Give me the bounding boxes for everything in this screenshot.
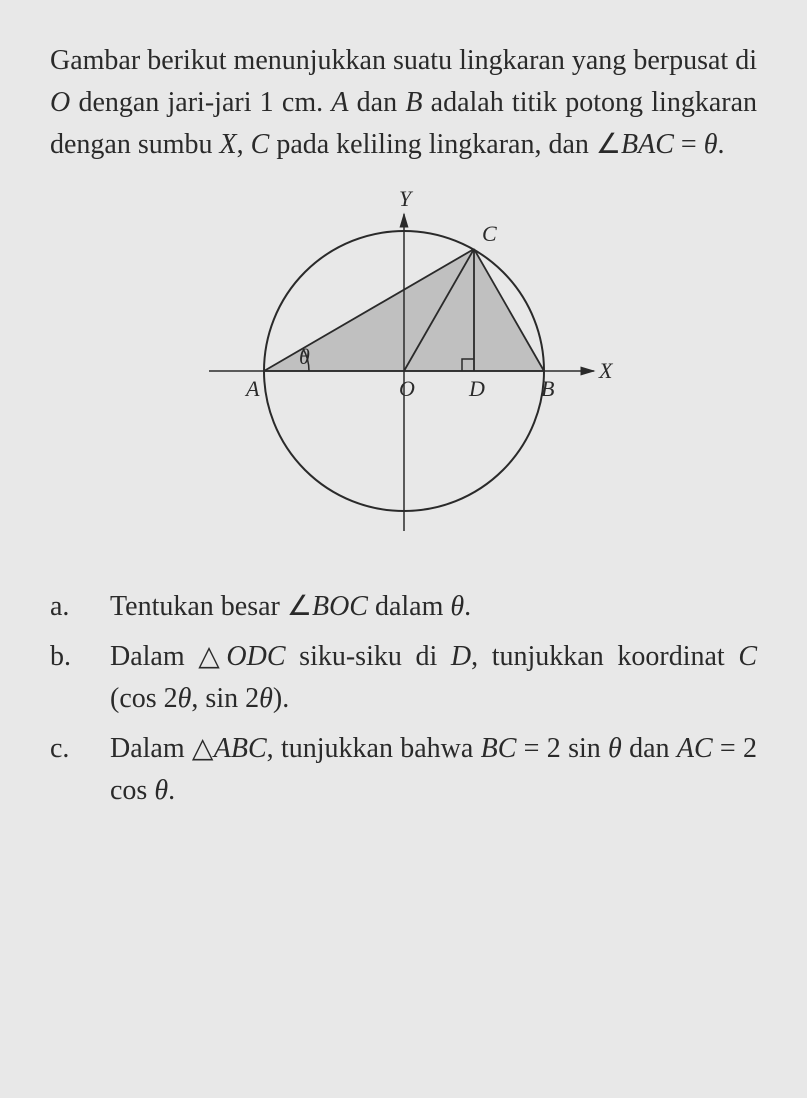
label-b: B (541, 376, 554, 401)
part-b-text: Dalam △ODC siku-siku di D, tunjukkan koo… (110, 636, 757, 720)
part-c-text: Dalam △ABC, tunjukkan bahwa BC = 2 sin θ… (110, 728, 757, 812)
label-d: D (468, 376, 485, 401)
problem-intro: Gambar berikut menunjukkan suatu lingkar… (50, 40, 757, 166)
part-b-label: b. (50, 636, 110, 720)
part-a-text: Tentukan besar ∠BOC dalam θ. (110, 586, 757, 628)
part-b: b. Dalam △ODC siku-siku di D, tunjukkan … (50, 636, 757, 720)
label-x: X (598, 358, 614, 383)
label-y: Y (399, 186, 414, 211)
diagram-container: Y X A O D B C θ (50, 186, 757, 556)
part-c-label: c. (50, 728, 110, 812)
part-c: c. Dalam △ABC, tunjukkan bahwa BC = 2 si… (50, 728, 757, 812)
part-a: a. Tentukan besar ∠BOC dalam θ. (50, 586, 757, 628)
label-theta: θ (299, 344, 310, 369)
label-c: C (482, 221, 497, 246)
part-a-label: a. (50, 586, 110, 628)
parts-list: a. Tentukan besar ∠BOC dalam θ. b. Dalam… (50, 586, 757, 812)
circle-diagram: Y X A O D B C θ (194, 186, 614, 556)
label-o: O (399, 376, 415, 401)
label-a: A (244, 376, 260, 401)
